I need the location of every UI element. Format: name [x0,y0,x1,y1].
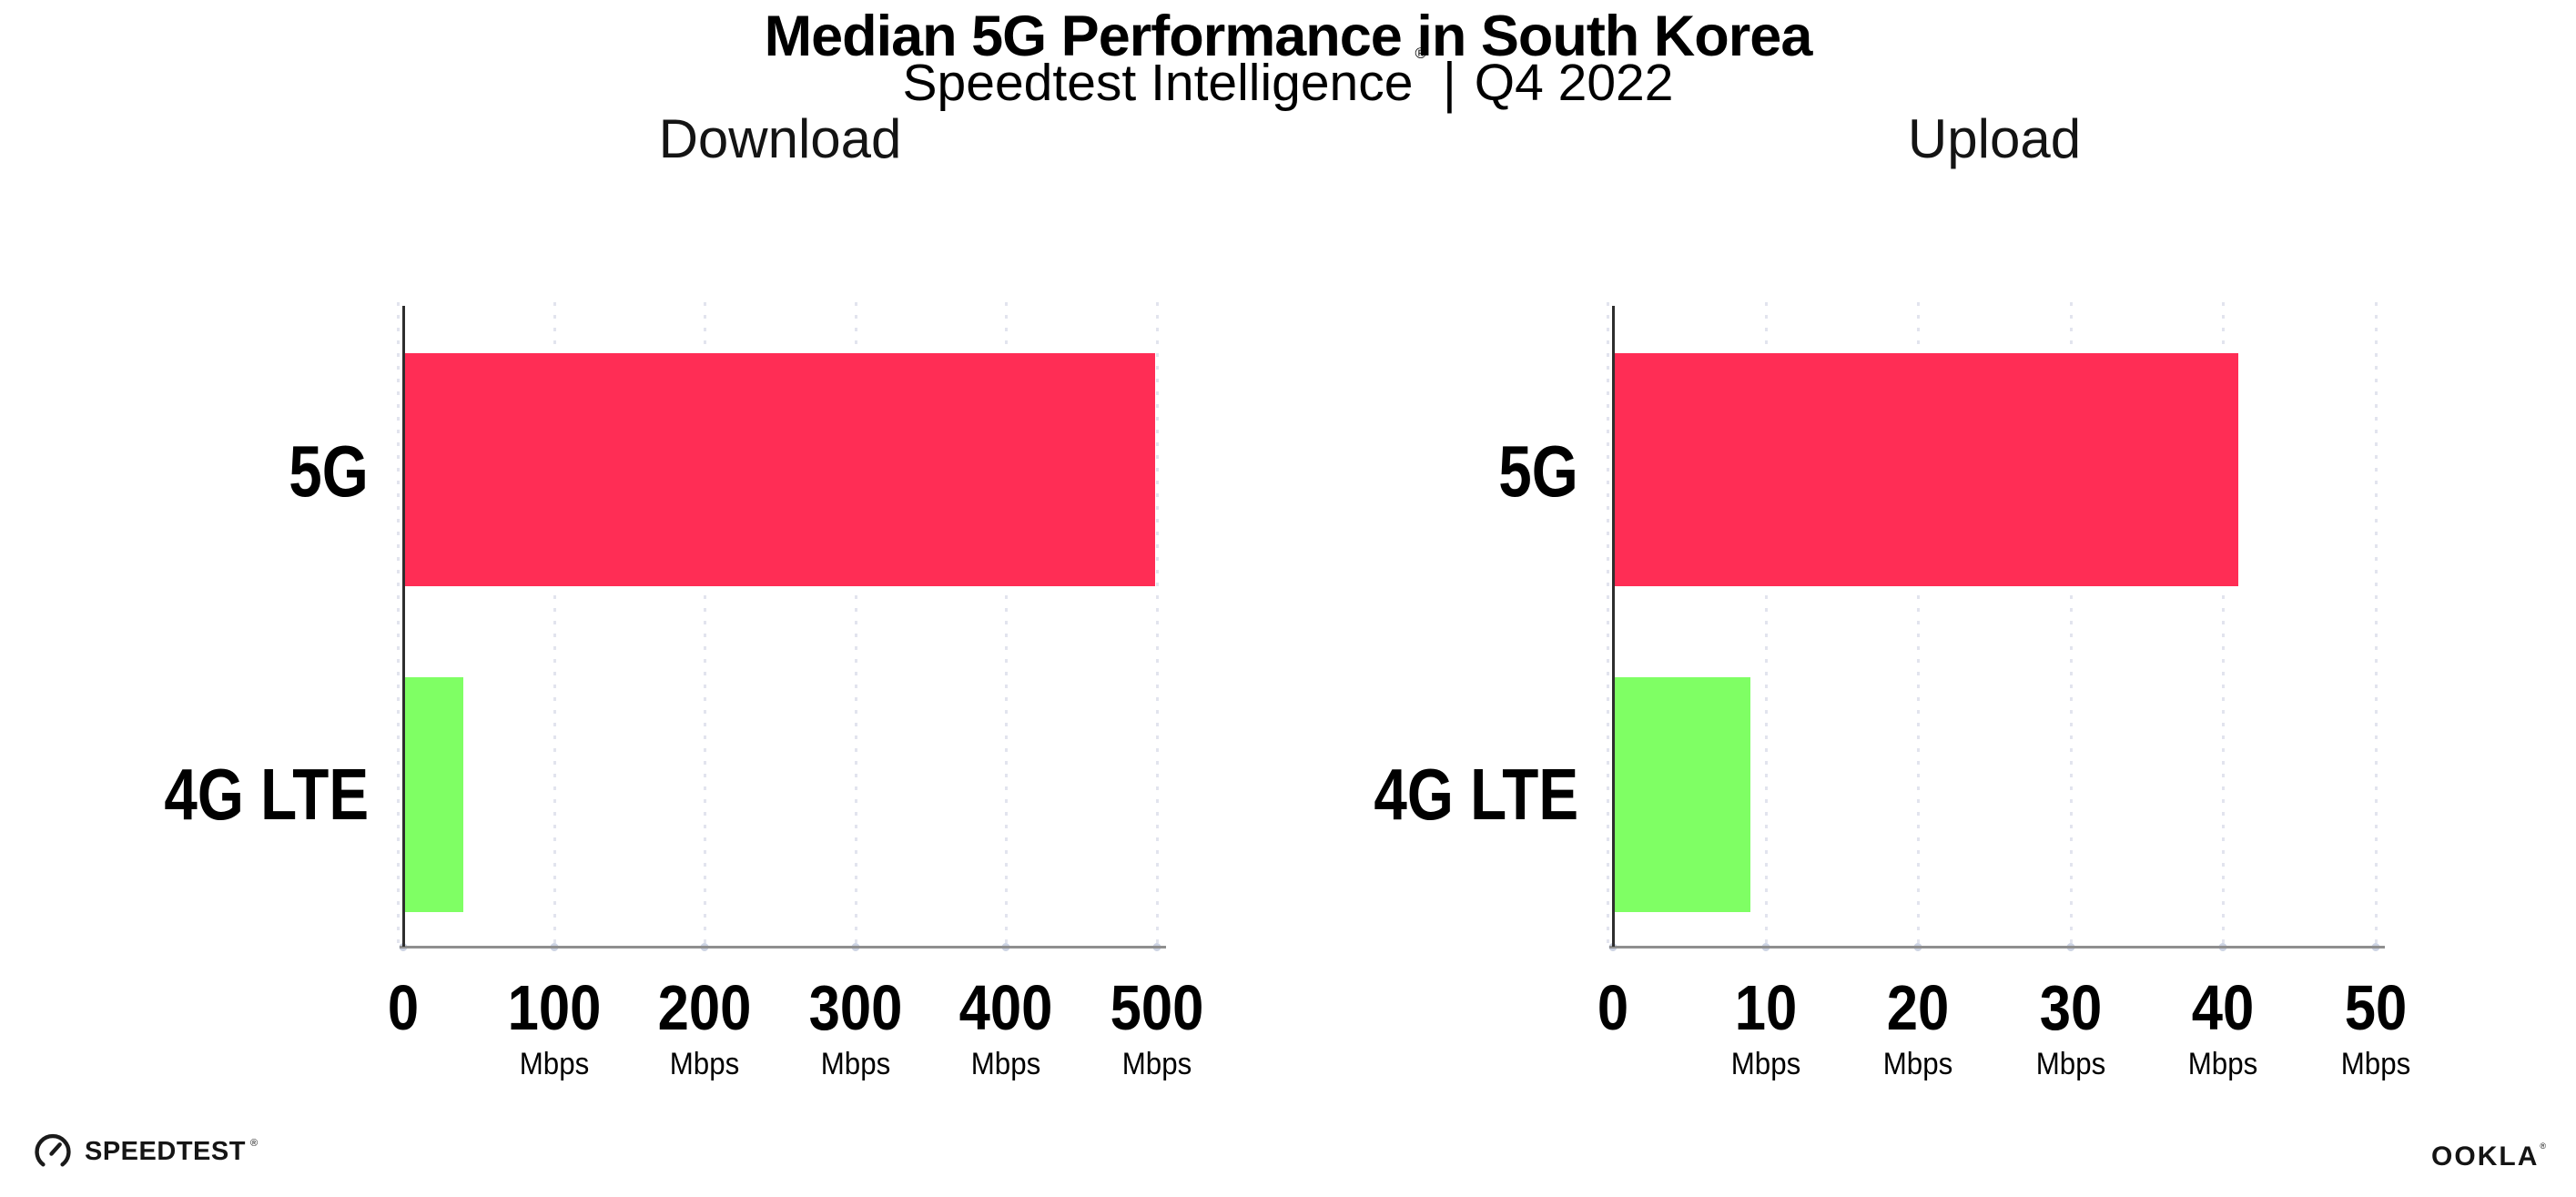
upload-x-tick-40: 40 Mbps [2104,976,2341,1080]
upload-category-label-5g: 5G [1498,430,1578,512]
subtitle-period: Q4 2022 [1474,54,1674,112]
speedtest-gauge-icon [33,1131,73,1172]
upload-x-tick-label-0: 0 [1597,972,1629,1043]
upload-gridline-0 [1607,302,1609,947]
download-gridline-300 [854,302,857,947]
upload-gridline-10 [1764,302,1768,947]
download-x-tick-500: 500 Mbps [1039,976,1275,1080]
download-chart-plot-area: 0 100 Mbps 200 Mbps 300 Mbps 400 Mbps 500 Mbps 5G 4G… [164,302,1203,1080]
download-x-tick-400: 400 Mbps [887,976,1124,1080]
download-y-axis-spine [402,306,405,947]
download-gridline-100 [553,302,556,947]
upload-bar-4g-lte [1613,676,1750,912]
upload-gridline-30 [2069,302,2073,947]
upload-category-label-4g-lte: 4G LTE [1374,754,1578,836]
upload-x-tick-20: 20 Mbps [1800,976,2036,1080]
download-gridline-200 [704,302,707,947]
download-x-tick-label-0: 0 [387,972,420,1043]
subtitle-brand: Speedtest Intelligence [902,54,1414,112]
registered-trademark-icon: ® [1415,45,1426,62]
download-x-tick-label-200: 200 [657,972,752,1043]
upload-gridline-50 [2375,302,2378,947]
upload-x-tick-unit-label: Mbps [2340,1047,2411,1081]
upload-x-tick-label-50: 50 [2344,972,2408,1043]
upload-x-tick-30: 30 Mbps [1952,976,2189,1080]
download-category-label-5g: 5G [289,430,369,512]
chart-title-upload: Upload [1907,108,2082,169]
upload-x-tick-10: 10 Mbps [1648,976,1884,1080]
download-x-tick-unit-label: Mbps [1121,1047,1192,1081]
upload-x-tick-unit-label: Mbps [1882,1047,1953,1081]
chart-title-download: Download [658,108,902,169]
page-subtitle: Speedtest Intelligence® | Q4 2022 [0,45,2576,115]
ookla-registered-mark-icon: ® [2540,1141,2546,1151]
upload-x-tick-0: 0 [1495,976,1731,1040]
upload-x-tick-label-40: 40 [2192,972,2255,1043]
upload-x-tick-unit-label: Mbps [2188,1047,2258,1081]
download-x-tick-unit-label: Mbps [820,1047,891,1081]
download-x-tick-label-100: 100 [507,972,601,1043]
upload-gridline-40 [2222,302,2226,947]
ookla-logo: OOKLA ® [2431,1141,2546,1172]
upload-x-tick-label-10: 10 [1734,972,1797,1043]
download-x-tick-200: 200 Mbps [586,976,823,1080]
download-x-tick-label-400: 400 [958,972,1053,1043]
download-x-axis-line [400,946,1166,948]
speedtest-logo-text: SPEEDTEST [85,1136,246,1166]
download-x-tick-300: 300 Mbps [737,976,974,1080]
download-x-tick-unit-label: Mbps [519,1047,589,1081]
download-x-tick-unit-label: Mbps [669,1047,740,1081]
upload-x-tick-unit-label: Mbps [2035,1047,2106,1081]
download-x-tick-unit-label: Mbps [971,1047,1041,1081]
download-x-tick-100: 100 Mbps [436,976,673,1080]
download-gridline-400 [1005,302,1009,947]
download-x-tick-label-300: 300 [808,972,903,1043]
upload-x-axis-line [1609,946,2385,948]
upload-x-tick-50: 50 Mbps [2257,976,2494,1080]
download-bar-5g [403,353,1156,587]
download-x-tick-label-500: 500 [1110,972,1204,1043]
download-gridline-0 [397,302,400,947]
upload-gridline-20 [1917,302,1921,947]
download-bar-4g-lte [403,676,464,912]
download-category-label-4g-lte: 4G LTE [164,754,369,836]
ookla-logo-text: OOKLA [2431,1141,2540,1172]
upload-chart-plot-area: 0 10 Mbps 20 Mbps 30 Mbps 40 Mbps 50 Mbps 5G 4G LTE [1374,302,2410,1080]
upload-y-axis-spine [1612,306,1615,947]
page-title: Median 5G Performance in South Korea [764,5,1813,68]
download-x-tick-0: 0 [285,976,522,1040]
download-gridline-500 [1156,302,1159,947]
speedtest-registered-mark-icon: ® [249,1138,259,1149]
upload-x-tick-label-20: 20 [1886,972,1950,1043]
speedtest-logo: SPEEDTEST ® [33,1131,265,1172]
upload-bar-5g [1613,353,2239,587]
upload-x-tick-label-30: 30 [2039,972,2103,1043]
subtitle-divider: | [1442,51,1456,115]
upload-x-tick-unit-label: Mbps [1730,1047,1800,1081]
